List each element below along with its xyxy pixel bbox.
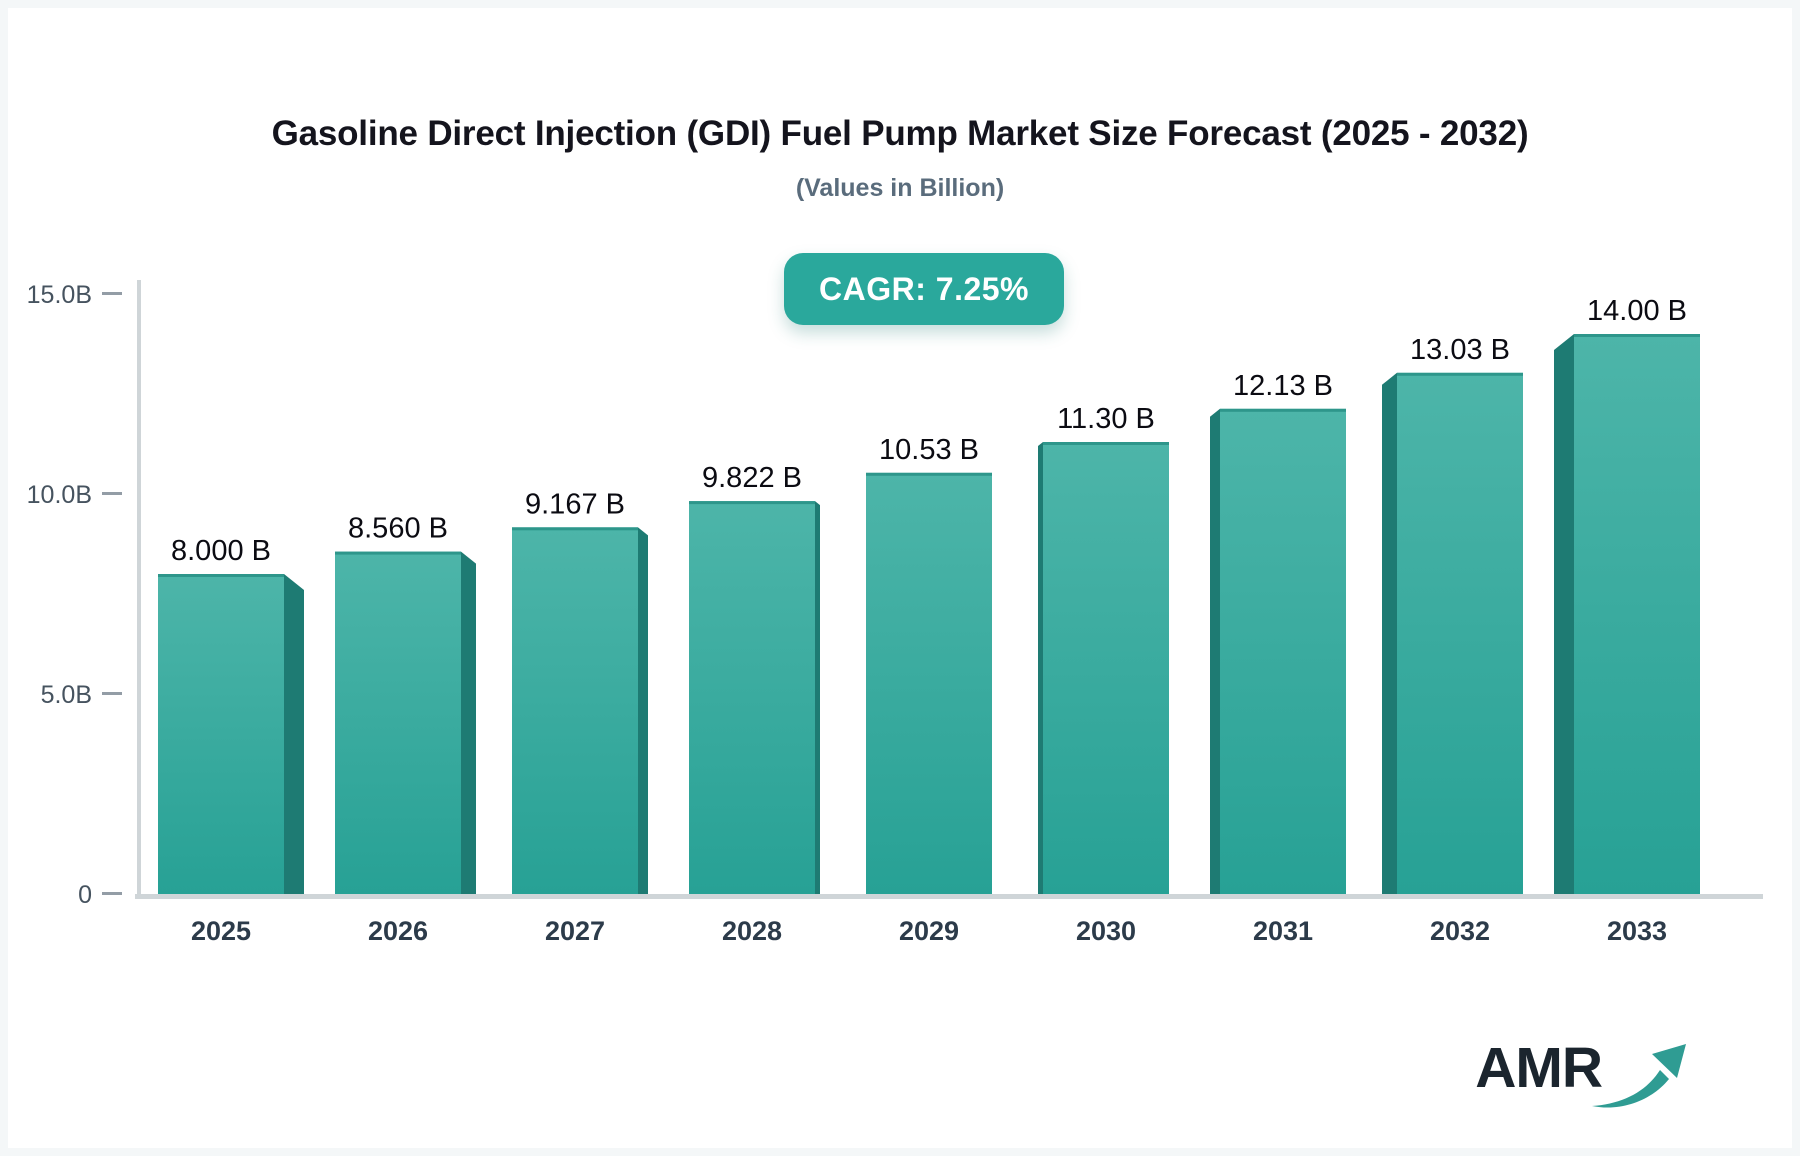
bar-value-label: 8.000 B <box>171 535 271 567</box>
x-axis-label: 2031 <box>1253 916 1313 946</box>
bar-face <box>1574 334 1700 894</box>
bar-top-edge <box>866 472 992 476</box>
bar-side <box>461 551 476 894</box>
bar-face <box>335 551 461 894</box>
bar-value-label: 9.167 B <box>525 488 625 520</box>
bar-face <box>866 472 992 894</box>
bar-top-edge <box>1574 334 1700 337</box>
bar-value-label: 12.13 B <box>1233 370 1333 402</box>
x-axis-label: 2033 <box>1607 916 1667 946</box>
x-axis-label: 2026 <box>368 916 428 946</box>
y-tick-label: 10.0B <box>27 481 92 509</box>
y-tick-label: 0 <box>78 881 92 909</box>
x-axis-label: 2029 <box>899 916 959 946</box>
y-tick <box>102 692 122 695</box>
cagr-badge: CAGR: 7.25% <box>784 253 1064 325</box>
y-axis <box>137 280 141 899</box>
y-tick-label: 15.0B <box>27 281 92 309</box>
logo-arrow-icon <box>1592 1044 1686 1108</box>
bar-side <box>284 574 304 894</box>
x-axis-label: 2028 <box>722 916 782 946</box>
x-axis-label: 2032 <box>1430 916 1490 946</box>
bar-value-label: 11.30 B <box>1057 403 1155 435</box>
bar-top-edge <box>335 551 461 555</box>
bar-side <box>815 501 820 894</box>
chart-card: Gasoline Direct Injection (GDI) Fuel Pum… <box>8 8 1792 1148</box>
bar-top-edge <box>1043 442 1169 445</box>
x-axis <box>135 894 1763 899</box>
amr-logo: AMR <box>1475 1040 1692 1110</box>
bar-face <box>512 527 638 894</box>
bar-top-edge <box>512 527 638 531</box>
bar-value-label: 13.03 B <box>1410 334 1510 366</box>
chart-subtitle: (Values in Billion) <box>795 174 1005 202</box>
bar-top-edge <box>158 574 284 577</box>
bar-top-edge <box>689 501 815 505</box>
bar-side <box>1210 408 1220 894</box>
bar-face <box>1397 372 1523 894</box>
x-axis-label: 2030 <box>1076 916 1136 946</box>
bar-side <box>638 527 648 894</box>
y-tick <box>102 292 122 295</box>
bar-face <box>1220 408 1346 894</box>
x-axis-label: 2025 <box>191 916 251 946</box>
y-tick <box>102 892 122 895</box>
bar-value-label: 14.00 B <box>1587 295 1687 327</box>
x-axis-label: 2027 <box>545 916 605 946</box>
bar-chart: 0 5.0B 10.0B 15.0B 8.000 B 2025 8.560 B 2026 9.1… <box>27 280 1763 946</box>
bar-top-edge <box>1220 408 1346 412</box>
bar-value-label: 10.53 B <box>879 434 979 466</box>
bar-face <box>689 501 815 894</box>
bar-side <box>1382 372 1397 894</box>
bar-side <box>1554 334 1574 894</box>
logo-text: AMR <box>1475 1036 1603 1100</box>
chart-title: Gasoline Direct Injection (GDI) Fuel Pum… <box>271 114 1529 153</box>
bar-face <box>158 574 284 894</box>
bar-top-edge <box>1397 372 1523 376</box>
bar-side <box>1038 442 1043 894</box>
bar-value-label: 8.560 B <box>348 513 448 545</box>
y-tick-label: 5.0B <box>41 681 92 709</box>
y-tick <box>102 492 122 495</box>
bar-value-label: 9.822 B <box>702 462 802 494</box>
bar-face <box>1043 442 1169 894</box>
